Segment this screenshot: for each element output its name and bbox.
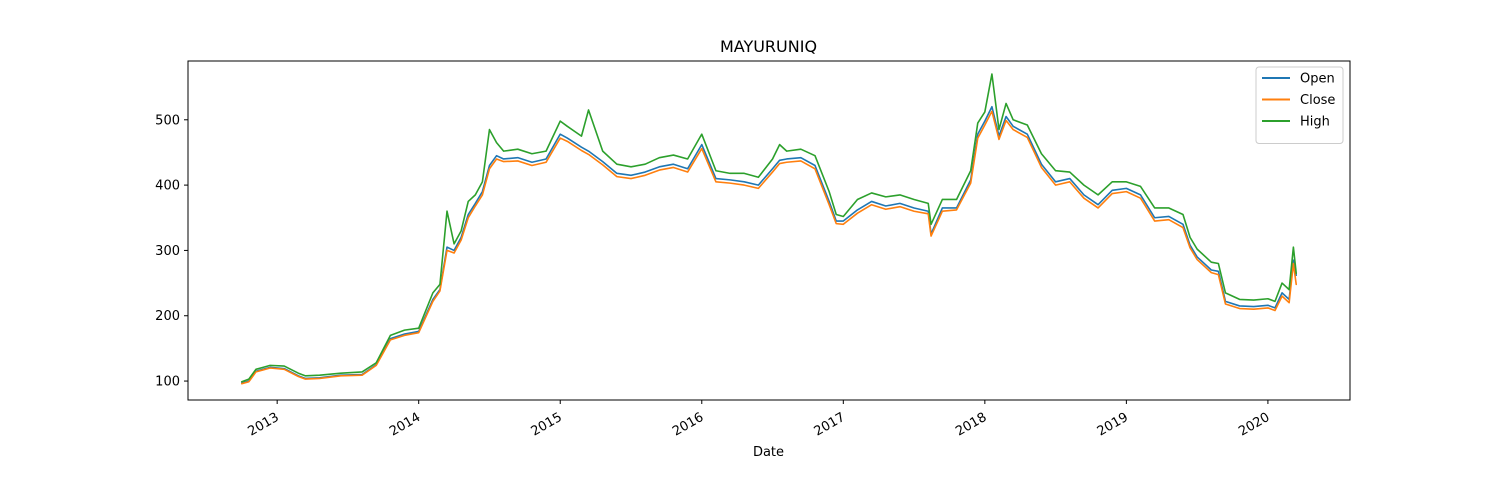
legend-label-close: Close [1300,93,1335,108]
x-tick-label: 2013 [246,410,282,440]
x-tick-label: 2018 [953,410,989,440]
y-axis: 100 200 300 400 500 [155,113,188,389]
plot-frame [188,61,1350,400]
x-tick-label: 2016 [670,410,706,440]
plot-area [242,74,1296,384]
y-tick-label: 500 [155,113,180,128]
legend: Open Close High [1256,67,1343,144]
x-tick-label: 2020 [1236,410,1272,440]
x-tick-label: 2017 [812,410,848,440]
y-tick-label: 100 [155,375,180,390]
series-line-close [242,111,1296,383]
y-tick-label: 400 [155,179,180,194]
series-line-open [242,107,1296,383]
x-tick-label: 2015 [529,410,565,440]
x-axis: 2013 2014 2015 2016 2017 2018 2019 2020 [246,400,1273,439]
legend-label-high: High [1300,115,1330,130]
x-axis-title: Date [753,445,784,460]
x-tick-label: 2014 [387,410,423,440]
legend-label-open: Open [1300,72,1335,87]
x-tick-label: 2019 [1095,410,1131,440]
y-tick-label: 300 [155,244,180,259]
y-tick-label: 200 [155,309,180,324]
chart-title: MAYURUNIQ [720,37,817,56]
